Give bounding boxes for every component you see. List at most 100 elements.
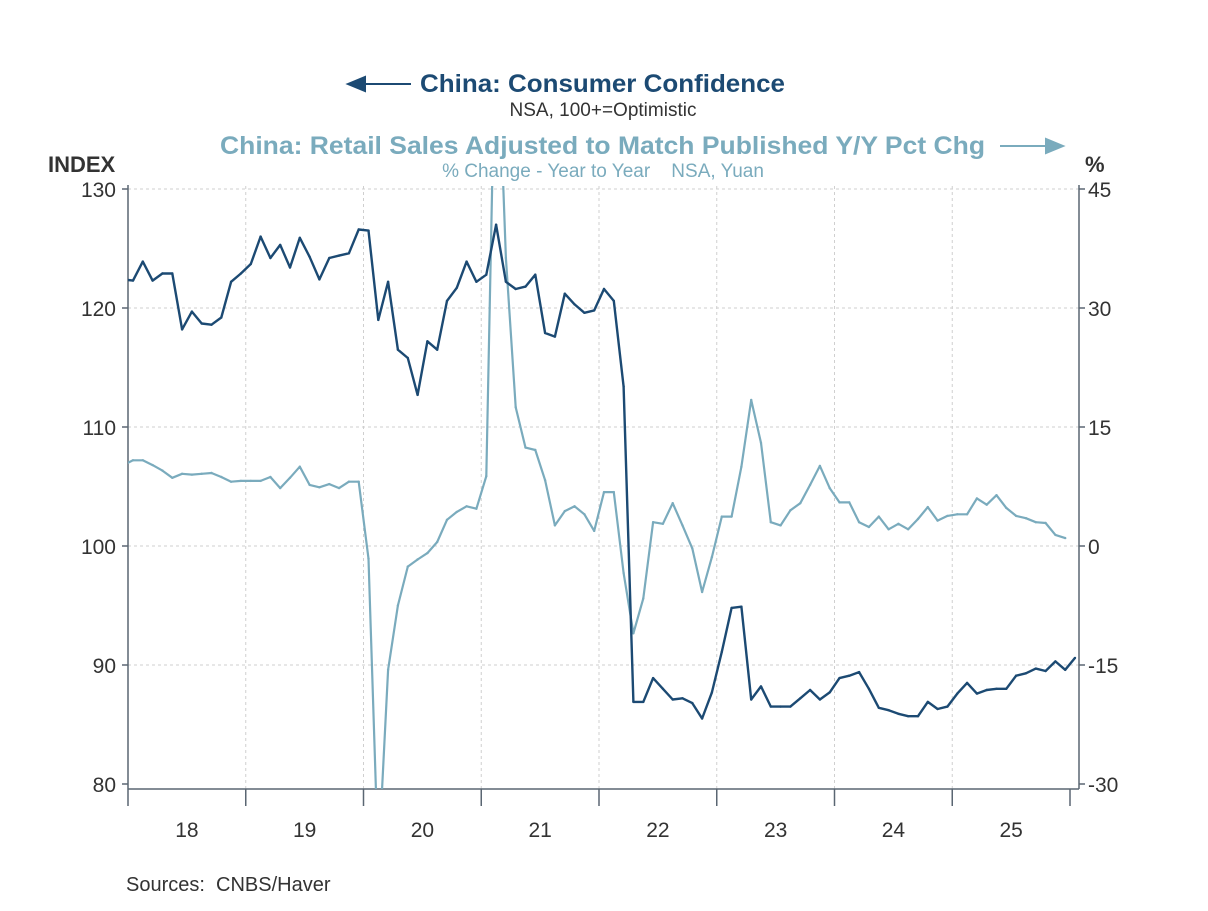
consumer-confidence-point bbox=[553, 335, 557, 338]
retail-sales-point bbox=[249, 479, 252, 483]
consumer-confidence-point bbox=[347, 252, 351, 255]
consumer-confidence-point bbox=[298, 236, 301, 239]
consumer-confidence-point bbox=[563, 292, 566, 295]
retail-sales-point bbox=[514, 406, 517, 409]
right-tick-label: 15 bbox=[1088, 417, 1111, 440]
consumer-confidence-point bbox=[828, 691, 831, 694]
consumer-confidence-point bbox=[269, 256, 272, 260]
retail-sales-point bbox=[965, 513, 969, 516]
consumer-confidence-point bbox=[985, 688, 988, 692]
consumer-confidence-point bbox=[386, 280, 390, 283]
consumer-confidence-point bbox=[239, 272, 243, 275]
consumer-confidence-point bbox=[700, 717, 704, 720]
source-note: Sources: CNBS/Haver bbox=[126, 874, 331, 896]
consumer-confidence-point bbox=[681, 697, 684, 700]
consumer-confidence-point bbox=[995, 687, 998, 690]
consumer-confidence-point bbox=[200, 322, 203, 325]
retail-sales-point bbox=[730, 515, 733, 518]
retail-sales-point bbox=[936, 519, 939, 522]
consumer-confidence-point bbox=[818, 698, 822, 701]
retail-sales-point bbox=[504, 256, 508, 260]
consumer-confidence-point bbox=[936, 707, 939, 711]
retail-sales-point bbox=[1064, 536, 1067, 540]
consumer-confidence-point bbox=[288, 266, 292, 269]
consumer-confidence-point bbox=[465, 260, 468, 263]
title-consumer-confidence: China: Consumer Confidence bbox=[420, 70, 785, 98]
retail-sales-point bbox=[180, 472, 184, 475]
retail-sales-point bbox=[475, 507, 478, 510]
consumer-confidence-point bbox=[308, 255, 311, 258]
consumer-confidence-line bbox=[128, 223, 1076, 720]
consumer-confidence-point bbox=[740, 605, 743, 608]
consumer-confidence-point bbox=[543, 331, 547, 335]
retail-sales-point bbox=[828, 486, 831, 490]
retail-sales-point bbox=[1034, 521, 1038, 524]
retail-sales-point bbox=[740, 465, 743, 468]
consumer-confidence-point bbox=[946, 705, 949, 708]
retail-sales-point bbox=[926, 505, 929, 509]
retail-sales-point bbox=[465, 505, 468, 508]
retail-sales-point bbox=[622, 571, 625, 575]
retail-sales-point bbox=[161, 469, 164, 472]
retail-sales-point bbox=[200, 472, 203, 475]
arrow-left-icon bbox=[345, 75, 411, 93]
consumer-confidence-point bbox=[887, 709, 890, 712]
retail-sales-point bbox=[1024, 517, 1028, 520]
title-retail-sales: China: Retail Sales Adjusted to Match Pu… bbox=[220, 132, 985, 160]
retail-sales-point bbox=[642, 597, 645, 600]
retail-sales-point bbox=[779, 524, 782, 527]
retail-sales-point bbox=[877, 515, 880, 518]
retail-sales-point bbox=[995, 494, 998, 497]
consumer-confidence-point bbox=[141, 260, 144, 263]
consumer-confidence-point bbox=[808, 688, 812, 692]
consumer-confidence-point bbox=[279, 243, 282, 247]
retail-sales-point bbox=[347, 480, 351, 483]
retail-sales-point bbox=[1054, 533, 1057, 537]
x-tick-label: 19 bbox=[293, 819, 316, 842]
consumer-confidence-point bbox=[1044, 669, 1047, 673]
retail-sales-point bbox=[681, 524, 684, 527]
consumer-confidence-point bbox=[573, 303, 576, 306]
gridlines bbox=[128, 186, 1079, 789]
consumer-confidence-point bbox=[524, 285, 527, 288]
retail-sales-point bbox=[946, 514, 949, 518]
retail-sales-point bbox=[416, 558, 419, 561]
consumer-confidence-point bbox=[651, 676, 655, 680]
retail-sales-point bbox=[1014, 514, 1018, 518]
consumer-confidence-point bbox=[377, 318, 380, 322]
retail-sales-point bbox=[318, 486, 321, 489]
consumer-confidence-point bbox=[642, 700, 645, 704]
consumer-confidence-point bbox=[367, 229, 370, 232]
retail-sales-point bbox=[769, 521, 772, 524]
consumer-confidence-point bbox=[593, 309, 596, 312]
consumer-confidence-point bbox=[1014, 674, 1018, 677]
retail-sales-point bbox=[151, 463, 154, 467]
consumer-confidence-point bbox=[357, 228, 360, 231]
consumer-confidence-point bbox=[956, 692, 959, 695]
retail-sales-point bbox=[377, 862, 379, 864]
consumer-confidence-point bbox=[789, 705, 792, 708]
retail-sales-point bbox=[700, 590, 704, 594]
retail-sales-point bbox=[632, 632, 635, 635]
consumer-confidence-point bbox=[1024, 672, 1028, 675]
retail-sales-point bbox=[573, 505, 576, 508]
retail-sales-point bbox=[543, 479, 547, 482]
x-tick-label: 21 bbox=[528, 819, 551, 842]
consumer-confidence-point bbox=[416, 393, 419, 397]
right-tick-label: 45 bbox=[1088, 179, 1111, 202]
subtitle-consumer-confidence: NSA, 100+=Optimistic bbox=[510, 100, 697, 121]
retail-sales-line bbox=[128, 186, 1066, 789]
retail-sales-point bbox=[396, 604, 400, 607]
retail-sales-point bbox=[279, 486, 282, 490]
consumer-confidence-point bbox=[965, 681, 969, 685]
retail-sales-point bbox=[1005, 506, 1008, 510]
retail-sales-point bbox=[337, 486, 341, 490]
right-series-legend: China: Retail Sales Adjusted to Match Pu… bbox=[220, 132, 1066, 182]
consumer-confidence-point bbox=[848, 674, 851, 677]
consumer-confidence-point bbox=[1064, 668, 1067, 671]
x-tick-label: 23 bbox=[764, 819, 787, 842]
x-tick-label: 18 bbox=[175, 819, 198, 842]
consumer-confidence-point bbox=[318, 278, 321, 281]
tick-labels: 130 120 110 100 90 80 45 30 15 0 -15 -30 18 19 20 21 22 2… bbox=[81, 179, 1118, 842]
retail-sales-point bbox=[455, 510, 458, 514]
